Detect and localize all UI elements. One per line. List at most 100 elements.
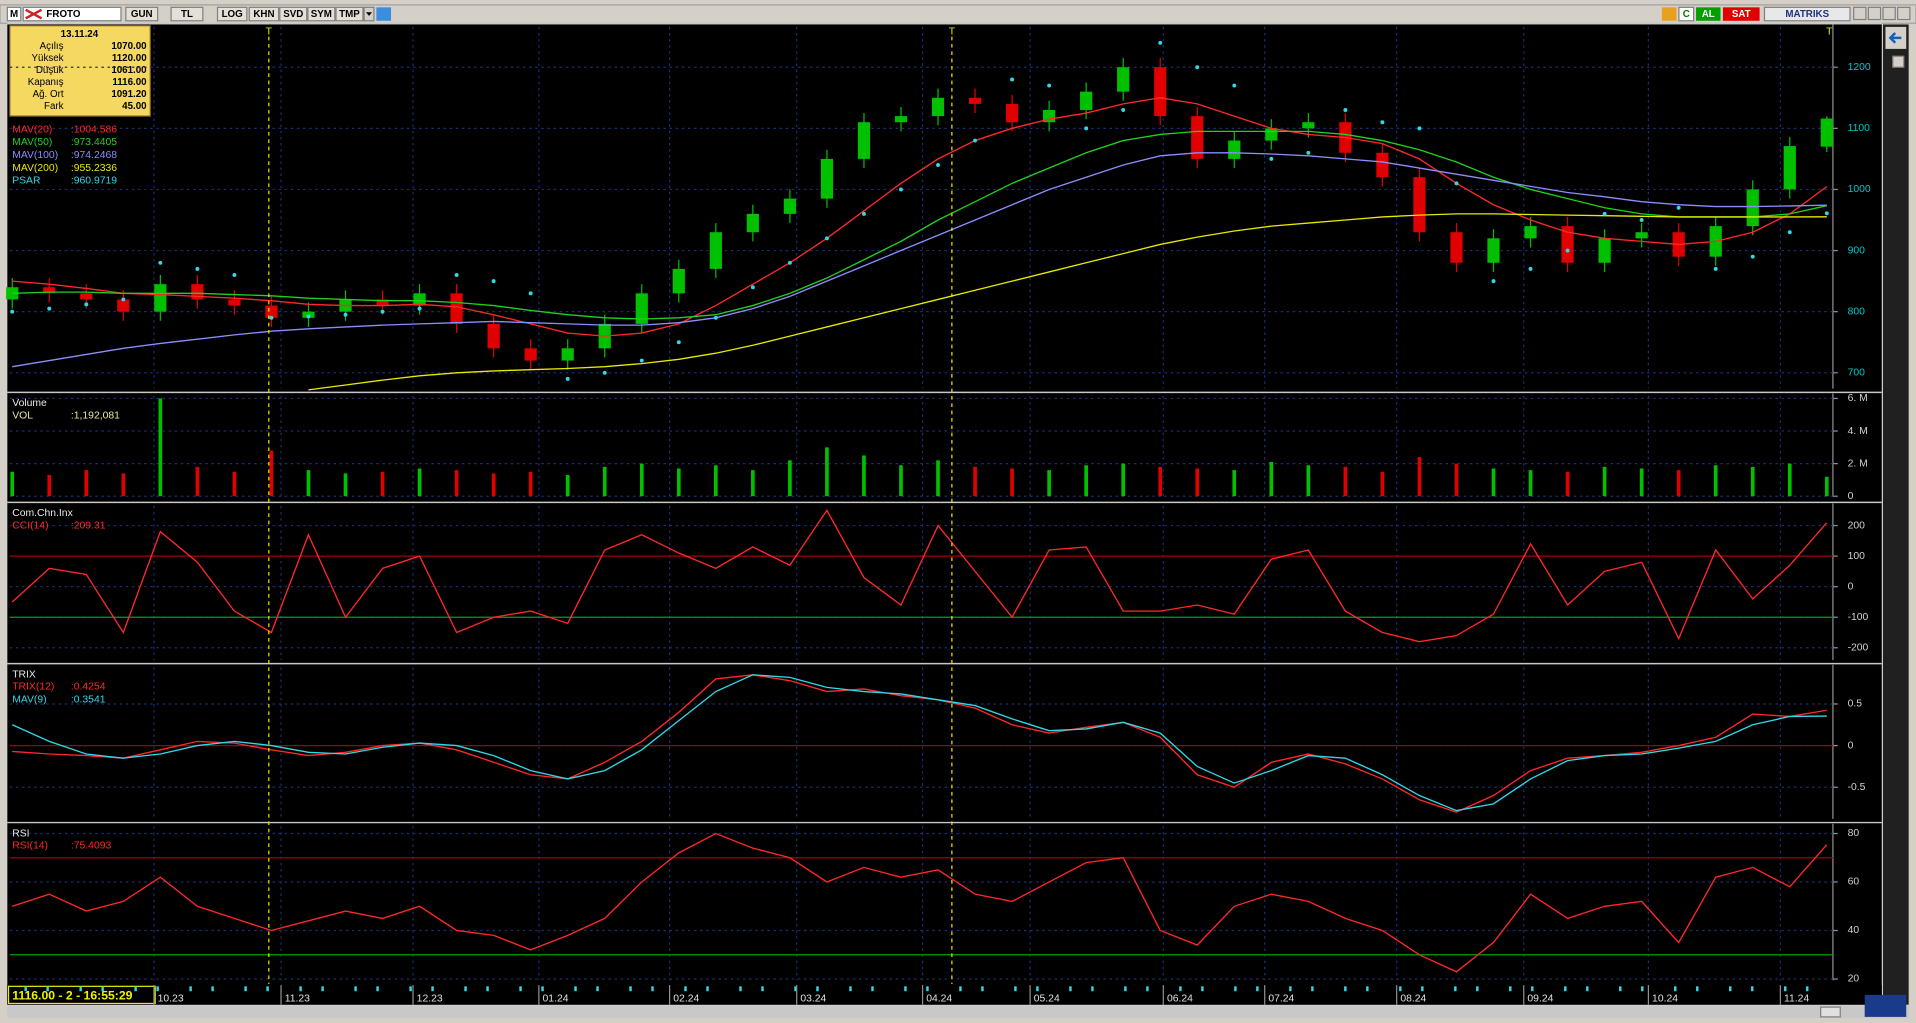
candle-body xyxy=(1635,232,1648,239)
time-tick xyxy=(596,986,599,992)
time-tick xyxy=(211,986,214,992)
volume-bar xyxy=(1380,471,1385,497)
toolbar-button[interactable] xyxy=(248,6,280,22)
volume-bar xyxy=(1010,468,1014,497)
dropdown-arrow xyxy=(365,12,373,16)
psar-dot xyxy=(121,297,126,302)
candle-body xyxy=(1487,238,1500,263)
time-tick xyxy=(1146,986,1149,992)
y-tick-label: 40 xyxy=(1848,925,1860,936)
time-tick xyxy=(1124,986,1127,992)
candle-body xyxy=(1191,116,1204,159)
time-axis xyxy=(7,985,1882,1005)
psar-dot xyxy=(10,309,15,314)
time-tick xyxy=(1729,986,1732,992)
volume-bar xyxy=(639,463,644,497)
panel-title: Com.Chn.Inx xyxy=(12,508,73,519)
time-tick xyxy=(981,986,984,992)
side-strip xyxy=(1883,24,1909,1005)
y-tick-label: -200 xyxy=(1848,643,1869,654)
restore-button[interactable] xyxy=(1882,6,1896,21)
scroll-thumb[interactable] xyxy=(1820,1006,1841,1018)
toolbar-button[interactable] xyxy=(170,6,204,22)
volume-bar xyxy=(751,470,755,497)
toolbar-button[interactable] xyxy=(335,6,364,22)
twitter-button[interactable] xyxy=(376,7,392,21)
volume-bar xyxy=(1084,465,1088,497)
symbol-box[interactable] xyxy=(22,6,122,22)
info-value: 1070.00 xyxy=(111,41,147,52)
y-tick-label: 100 xyxy=(1848,551,1866,562)
legend-name: MAV(100) xyxy=(12,150,58,161)
sell-label: SAT xyxy=(1732,9,1751,20)
x-tick-label: 06.24 xyxy=(1167,993,1193,1004)
time-tick xyxy=(1564,986,1567,992)
toolbar-button[interactable] xyxy=(216,6,248,22)
time-tick xyxy=(1454,986,1457,992)
time-tick xyxy=(684,986,687,992)
psar-dot xyxy=(713,315,718,320)
panel-title: Volume xyxy=(12,398,47,409)
candle-body xyxy=(635,293,648,324)
time-tick xyxy=(244,986,247,992)
time-tick xyxy=(354,986,357,992)
candle-body xyxy=(1783,146,1796,190)
time-tick xyxy=(1366,986,1369,992)
scrollbar[interactable] xyxy=(7,1005,1909,1019)
minimize-button[interactable] xyxy=(1853,6,1867,21)
legend-readout: :209.31 xyxy=(71,520,106,531)
candle-body xyxy=(746,213,759,233)
psar-dot xyxy=(1269,156,1274,161)
tool-icon[interactable] xyxy=(1661,7,1677,21)
time-tick xyxy=(156,986,159,992)
volume-bar xyxy=(528,471,533,497)
psar-dot xyxy=(973,138,978,143)
side-button[interactable] xyxy=(1892,55,1905,68)
candle-body xyxy=(820,158,834,199)
volume-bar xyxy=(713,465,718,497)
time-tick xyxy=(959,986,962,992)
sell-button[interactable] xyxy=(1722,7,1760,21)
close-button[interactable] xyxy=(1897,6,1911,21)
toolbar-button-label: TL xyxy=(181,9,193,20)
info-value: 1061.00 xyxy=(111,65,147,76)
indicator-line xyxy=(12,674,1827,813)
logo-box[interactable] xyxy=(6,6,22,22)
c-button[interactable] xyxy=(1678,6,1695,22)
candle-body xyxy=(931,97,945,117)
legend-readout: :1,192,081 xyxy=(71,410,120,421)
symbol: FROTO xyxy=(46,9,80,20)
time-tick xyxy=(1289,986,1292,992)
toolbar-button[interactable] xyxy=(125,6,159,22)
psar-dot xyxy=(639,358,644,363)
candle-body xyxy=(117,299,130,312)
buy-button[interactable] xyxy=(1696,7,1721,21)
candle-body xyxy=(487,323,500,349)
psar-dot xyxy=(1010,77,1015,82)
legend-readout: :955.2336 xyxy=(71,163,117,174)
psar-dot xyxy=(1639,218,1644,222)
maximize-button[interactable] xyxy=(1867,6,1882,21)
logo: M xyxy=(10,9,18,20)
volume-bar xyxy=(491,473,496,497)
toolbar-buttons: GUN TL LOG KHN SVD SYM TMP xyxy=(125,6,364,22)
time-tick xyxy=(189,986,192,992)
volume-bar xyxy=(158,398,163,497)
psar-dot xyxy=(1047,83,1052,88)
candle-body xyxy=(1746,189,1759,227)
time-tick xyxy=(794,986,797,992)
volume-bar xyxy=(1158,466,1163,497)
toolbar-button[interactable] xyxy=(279,6,308,22)
candle-body xyxy=(450,293,463,324)
legend-name: MAV(50) xyxy=(12,137,52,148)
toolbar-button[interactable] xyxy=(307,6,336,22)
legend-name: RSI(14) xyxy=(12,841,48,852)
nav-buttons[interactable] xyxy=(1864,994,1907,1017)
panel-title: RSI xyxy=(12,828,29,839)
psar-dot xyxy=(1750,254,1755,259)
time-tick xyxy=(1509,986,1512,992)
candle-body xyxy=(1265,128,1278,141)
volume-bar xyxy=(1454,463,1459,497)
legend-name: MAV(9) xyxy=(12,694,46,705)
